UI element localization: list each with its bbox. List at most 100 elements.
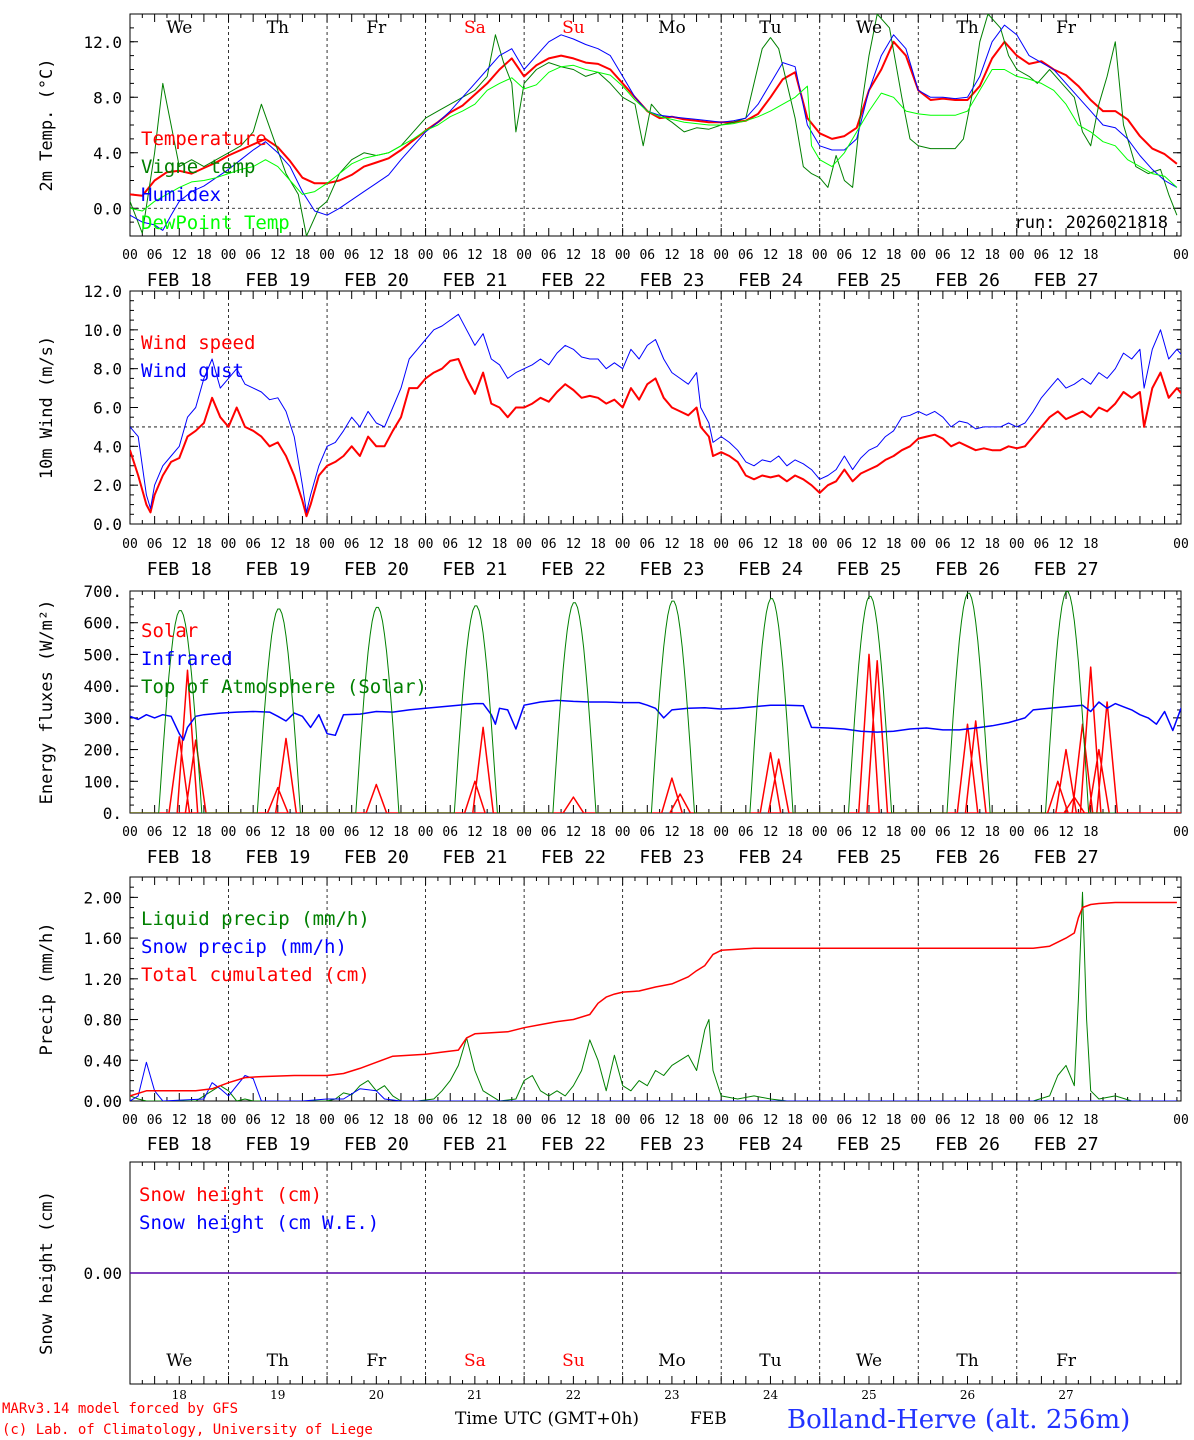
series-line-snow-precip-mm-h- [130,1061,1177,1101]
y-tick-label: 12.0 [83,33,122,52]
hour-label: 18 [196,537,212,552]
hour-label: 12 [763,537,779,552]
hour-label: 18 [886,1113,902,1128]
hour-label: 18 [689,1113,705,1128]
hour-label: 00 [713,248,729,263]
hour-label: 06 [935,1113,951,1128]
hour-label: 00 [1009,248,1025,263]
day-name: We [856,18,882,38]
hour-label: 12 [566,1113,582,1128]
hour-label: 12 [171,248,187,263]
hour-label: 06 [1034,825,1050,840]
hour-label: 00 [812,825,828,840]
hour-label: 12 [171,1113,187,1128]
date-label: FEB 21 [442,847,507,868]
hour-label: 06 [639,537,655,552]
hour-label: 18 [393,825,409,840]
hour-label: 00 [615,537,631,552]
series-line-liquid-precip-mm-h- [130,891,1177,1101]
hour-label: 12 [1058,825,1074,840]
hour-label-end: 00 [1173,825,1189,840]
hour-label: 18 [984,825,1000,840]
series-line-total-cumulated-cm- [130,901,1177,1097]
hour-label: 18 [1083,1113,1099,1128]
hour-label: 12 [763,825,779,840]
y-tick-label: 0.40 [83,1051,122,1070]
hour-label: 00 [122,537,138,552]
hour-label: 06 [935,825,951,840]
hour-label: 18 [393,248,409,263]
hour-label: 06 [639,248,655,263]
hour-label: 18 [1083,537,1099,552]
hour-label: 00 [418,825,434,840]
hour-label: 06 [738,537,754,552]
date-label: FEB 26 [935,270,1000,291]
day-number: 27 [1058,1388,1073,1402]
date-label: FEB 19 [245,559,310,580]
hour-label: 06 [147,248,163,263]
hour-label: 06 [738,1113,754,1128]
day-number: 21 [467,1388,482,1402]
hour-label: 06 [442,248,458,263]
hour-label: 00 [615,248,631,263]
date-label: FEB 21 [442,559,507,580]
day-number: 18 [172,1388,187,1402]
hour-label: 18 [590,1113,606,1128]
hour-label: 12 [664,1113,680,1128]
hour-label: 06 [245,537,261,552]
hour-label: 12 [861,825,877,840]
hour-label: 06 [147,537,163,552]
y-tick-label: 600. [83,614,122,633]
series-line-infrared [130,699,1181,741]
day-name-bottom: Th [267,1351,289,1371]
hour-label: 12 [1058,248,1074,263]
series-line-humidex [130,24,1178,231]
legend-entry: Vigne temp [141,156,255,178]
date-label: FEB 23 [639,270,704,291]
y-tick-label: 0.80 [83,1011,122,1030]
day-number: 22 [566,1388,581,1402]
hour-label: 12 [664,825,680,840]
hour-label: 00 [812,537,828,552]
hour-label: 06 [837,825,853,840]
day-name: Th [267,18,289,38]
hour-label: 00 [910,825,926,840]
hour-label: 00 [1009,825,1025,840]
hour-label: 12 [369,1113,385,1128]
day-name: We [166,18,192,38]
hour-label: 06 [639,1113,655,1128]
date-label: FEB 25 [836,270,901,291]
hour-label: 12 [960,248,976,263]
y-tick-label: 400. [83,677,122,696]
hour-label: 18 [1083,825,1099,840]
hour-label: 12 [270,537,286,552]
day-name-bottom: We [856,1351,882,1371]
date-label: FEB 21 [442,270,507,291]
hour-label: 00 [319,537,335,552]
footer-month: FEB [690,1409,727,1429]
plot-frame [129,290,1182,525]
hour-label: 06 [738,825,754,840]
hour-label: 06 [1034,248,1050,263]
hour-label: 12 [763,248,779,263]
hour-label: 00 [910,1113,926,1128]
day-name: Sa [464,18,486,38]
date-label: FEB 25 [836,559,901,580]
hour-label: 06 [935,248,951,263]
hour-label: 18 [984,1113,1000,1128]
footer-model: MARv3.14 model forced by GFS [2,1401,238,1417]
hour-label: 06 [935,537,951,552]
day-name: Su [562,18,585,38]
hour-label: 12 [861,1113,877,1128]
hour-label: 06 [147,1113,163,1128]
series-group [130,313,1181,518]
day-name-bottom: Tu [759,1351,781,1371]
panel-wind: 0.0 2.0 4.0 6.0 8.0 10.0 12.0 10m Wind (m/s) Win… [37,282,1189,580]
legend-entry: Wind speed [141,332,255,354]
date-label: FEB 24 [738,847,803,868]
date-label: FEB 25 [836,1134,901,1155]
y-tick-label: 4.0 [93,437,122,456]
date-label: FEB 23 [639,847,704,868]
hour-label: 18 [295,825,311,840]
date-label: FEB 23 [639,559,704,580]
